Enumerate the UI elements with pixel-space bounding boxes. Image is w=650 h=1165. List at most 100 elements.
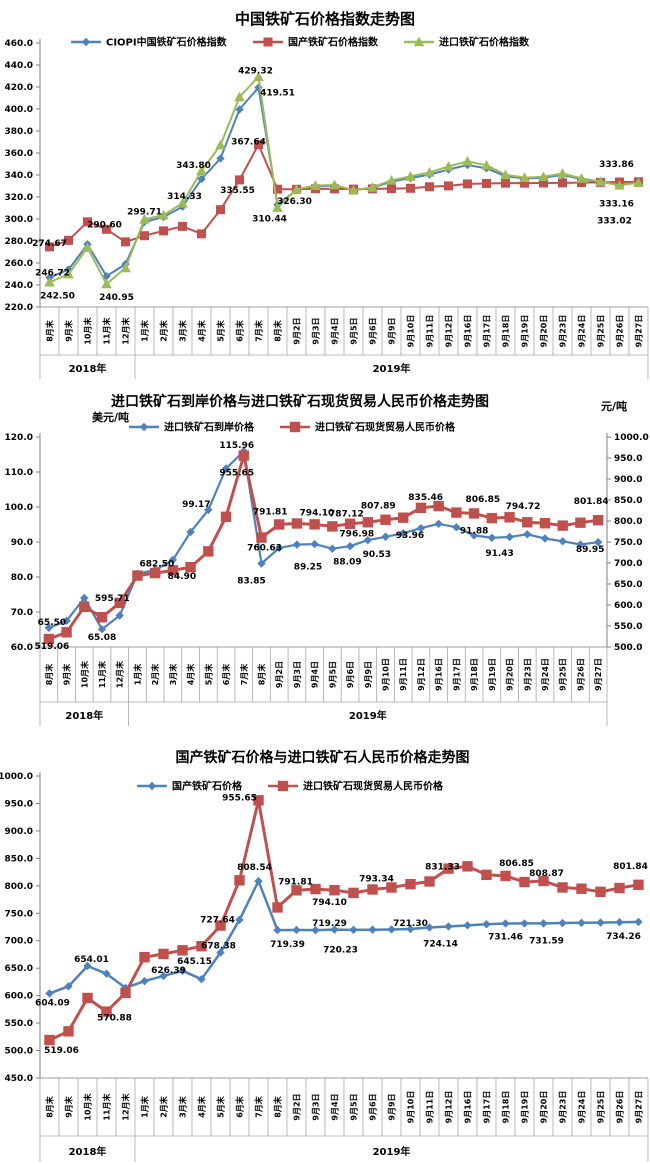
square-marker	[576, 883, 587, 894]
category-label: 9月末	[64, 320, 74, 342]
left-tick-label: 340.0	[5, 171, 33, 181]
data-label: 806.85	[499, 859, 534, 869]
square-marker	[614, 882, 625, 894]
data-label: 246.72	[35, 269, 70, 279]
data-label: 314.33	[167, 192, 202, 202]
square-marker	[433, 500, 444, 512]
diamond-marker	[178, 966, 187, 976]
triangle-marker	[101, 278, 112, 289]
category-labels: 8月末 9月末 10月末 11月末 12月末 1月末 2月末 3月末 4月末 5月末 6月末 7月末 8…	[45, 1091, 644, 1124]
chart-domestic-price-title: 国产铁矿石价格与进口铁矿石人民币价格走势图	[175, 750, 470, 766]
category-label: 9月20日	[540, 315, 549, 348]
left-tick-label: 550.0	[5, 1019, 33, 1029]
square-marker	[575, 517, 586, 528]
diamond-marker	[197, 174, 206, 184]
square-marker	[132, 570, 143, 581]
data-label: 719.29	[312, 919, 347, 929]
data-label: 794.10	[312, 898, 347, 908]
data-label: 801.84	[574, 497, 609, 507]
data-label: 808.87	[529, 869, 564, 879]
triangle-marker	[177, 197, 188, 208]
square-marker	[216, 205, 225, 215]
diamond-marker	[97, 625, 107, 634]
diamond-marker	[482, 920, 491, 929]
left-tick-label: 80.0	[11, 573, 33, 583]
square-marker	[539, 178, 548, 188]
data-label: 242.50	[40, 291, 75, 301]
triangle-marker	[82, 242, 93, 252]
category-label: 9月3日	[293, 661, 302, 688]
square-marker	[387, 184, 396, 194]
category-label: 11月末	[102, 1093, 112, 1120]
square-marker	[386, 882, 397, 893]
x-axis	[39, 306, 649, 356]
diamond-marker	[311, 925, 320, 935]
diamond-marker	[368, 925, 377, 934]
category-label: 1月末	[140, 1096, 150, 1118]
square-marker	[83, 217, 92, 227]
legend: 进口铁矿石到岸价格 进口铁矿石现货贸易人民币价格	[129, 421, 456, 434]
data-label: 794.72	[506, 502, 541, 512]
data-label: 654.01	[74, 955, 109, 965]
series-0	[45, 876, 643, 998]
category-label: 9月5日	[328, 661, 337, 688]
diamond-marker	[62, 616, 71, 625]
left-tick-label: 460.0	[5, 39, 33, 49]
year-label: 2019年	[373, 1145, 411, 1158]
left-tick-label: 400.0	[5, 105, 33, 115]
diamond-marker	[254, 876, 263, 886]
diamond-marker	[469, 531, 479, 540]
diamond-marker	[140, 976, 149, 986]
square-marker	[177, 945, 188, 956]
data-label: 65.08	[88, 633, 116, 643]
square-marker	[486, 512, 498, 524]
square-marker	[291, 885, 302, 896]
square-marker	[234, 875, 245, 886]
square-marker	[273, 184, 282, 194]
data-label: 793.34	[359, 874, 394, 884]
square-marker	[45, 242, 54, 252]
triangle-marker	[120, 262, 131, 273]
year-groups: 2018年 2019年	[39, 1136, 649, 1162]
category-label: 9月20日	[506, 658, 515, 691]
square-marker	[329, 885, 340, 896]
data-label: 787.12	[329, 509, 364, 519]
right-tick-label: 650.0	[614, 580, 642, 590]
category-label: 4月末	[186, 664, 196, 686]
square-marker	[405, 878, 416, 890]
data-label: 89.95	[576, 545, 604, 555]
triangle-marker	[291, 184, 302, 194]
category-label: 9月24日	[578, 1091, 587, 1124]
category-label: 9月末	[64, 1096, 74, 1118]
data-label: 84.90	[168, 572, 196, 582]
category-label: 6月末	[235, 320, 245, 342]
square-marker	[367, 884, 378, 895]
square-marker	[121, 237, 130, 247]
square-marker	[538, 875, 549, 887]
square-marker	[254, 140, 263, 150]
square-marker	[263, 37, 273, 47]
year-label: 2019年	[349, 709, 387, 722]
right-tick-label: 750.0	[614, 538, 642, 548]
category-label: 11月末	[97, 661, 107, 688]
right-tick-label: 1000.0	[614, 433, 649, 443]
data-label: 721.30	[393, 919, 428, 929]
diamond-marker	[102, 969, 111, 978]
diamond-marker	[505, 532, 514, 542]
category-label: 9月23日	[559, 1091, 568, 1124]
diamond-marker	[558, 537, 567, 546]
y-axis-right	[606, 433, 611, 648]
diamond-marker	[501, 919, 510, 928]
square-marker	[348, 887, 359, 899]
diamond-marker	[615, 918, 624, 927]
square-marker	[482, 178, 491, 188]
category-label: 4月末	[197, 1096, 207, 1118]
chart-0: 460.0 440.0 420.0 400.0 380.0 360.0 340.0 320.0…	[5, 36, 649, 379]
category-label: 1月末	[140, 320, 150, 342]
category-label: 9月18日	[502, 1091, 511, 1124]
diamond-marker	[197, 974, 206, 984]
square-marker	[196, 941, 207, 952]
category-label: 8月末	[273, 320, 283, 342]
square-marker	[481, 869, 492, 881]
